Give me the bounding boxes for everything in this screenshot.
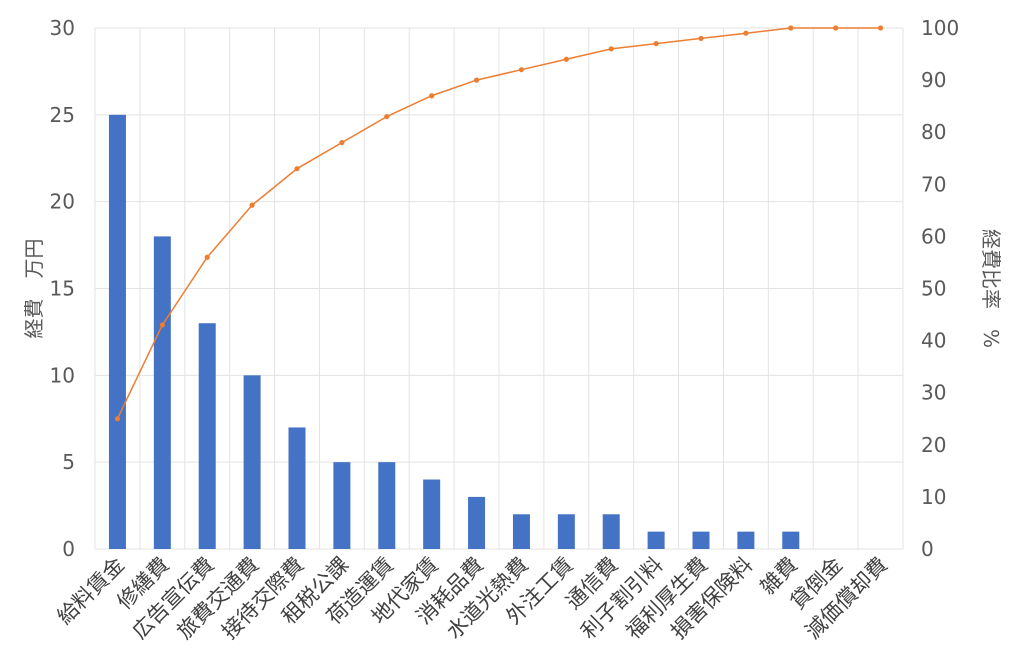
left-axis-ticks: 0 5 10 15 20 25 30 [50,16,75,561]
right-tick-label: 90 [921,68,946,92]
right-tick-label: 0 [921,537,934,561]
gridlines [94,27,904,550]
bar [423,479,441,549]
left-tick-label: 30 [50,16,75,40]
right-tick-label: 70 [921,172,946,196]
left-tick-label: 25 [50,103,75,127]
right-tick-label: 10 [921,485,946,509]
right-tick-label: 80 [921,120,946,144]
bar [692,531,710,549]
right-tick-label: 100 [921,16,959,40]
bar [468,496,486,549]
right-tick-label: 30 [921,381,946,405]
bar [198,323,216,549]
left-tick-label: 0 [62,537,75,561]
bar [153,236,171,549]
bar [737,531,755,549]
bar [512,514,530,549]
right-tick-label: 40 [921,329,946,353]
left-tick-label: 10 [50,363,75,387]
bar [108,114,126,549]
cumulative-line [116,27,881,420]
line-point [788,25,794,31]
line-point [429,93,435,99]
line-point [114,416,121,422]
right-tick-label: 50 [921,277,946,301]
line-point [608,46,614,52]
right-axis-title: 経費比率 % [979,229,1003,348]
right-tick-label: 60 [921,224,946,248]
line-point [518,67,525,73]
line-point [204,254,210,260]
left-tick-label: 15 [50,277,75,301]
bar [243,375,261,549]
bar [333,462,351,549]
line-point [339,140,345,146]
cumulative-line-series [114,25,884,422]
bar [557,514,575,549]
right-axis-ticks: 0 10 20 30 40 50 60 70 80 90 100 [921,16,959,561]
line-point [698,35,704,42]
line-point [249,202,255,208]
bar [647,531,665,549]
line-point [473,77,480,83]
left-tick-label: 5 [62,450,75,474]
line-point [877,25,884,31]
left-axis-title: 経費 万円 [22,239,46,339]
line-point [159,322,165,328]
bar [782,531,800,549]
category-labels: 給料賃金修繕費広告宣伝費旅費交通費接待交際費租税公課荷造運賃地代家賃消耗品費水道… [53,553,892,644]
line-point [563,56,569,62]
line-point [384,113,390,120]
right-tick-label: 20 [921,433,946,457]
bar [378,462,396,549]
bar-series [108,114,800,549]
line-point [653,41,659,47]
bar [602,514,620,549]
line-point [743,30,749,36]
bar [288,427,306,549]
line-point [294,166,300,172]
line-point [833,25,839,31]
left-tick-label: 20 [50,190,75,214]
